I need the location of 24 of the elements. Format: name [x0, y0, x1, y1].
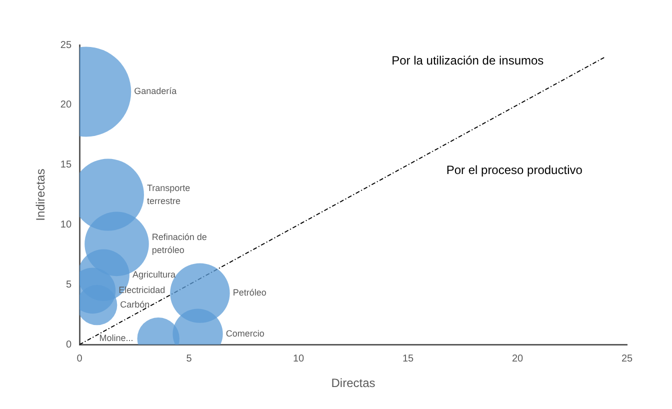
- series-label: Transporte terrestre: [146, 182, 190, 206]
- series-label: Agricultura: [132, 270, 176, 280]
- x-axis-title: Directas: [331, 376, 376, 390]
- y-tick-label: 0: [66, 339, 72, 350]
- series-label: Ganadería: [134, 86, 177, 96]
- series-label: Refinación de petróleo: [152, 232, 207, 255]
- y-tick-label: 5: [66, 279, 72, 290]
- x-tick-label: 0: [76, 353, 83, 364]
- annotation: Por el proceso productivo: [446, 163, 583, 178]
- y-tick-label: 20: [60, 100, 72, 111]
- x-tick-label: 20: [512, 353, 524, 364]
- x-tick-label: 25: [621, 353, 633, 364]
- series-label: Petróleo: [232, 288, 266, 298]
- x-tick-label: 15: [402, 353, 414, 364]
- y-tick-label: 10: [60, 220, 72, 231]
- y-tick-label: 25: [60, 40, 72, 51]
- series-label: Comercio: [226, 328, 264, 338]
- series-label: Moline...: [99, 333, 134, 344]
- series-label: Carbón: [120, 300, 150, 310]
- y-axis-title: Indirectas: [34, 168, 48, 221]
- x-tick-label: 10: [292, 353, 305, 364]
- annotation: Por la utilización de insumos: [392, 53, 544, 68]
- x-tick-label: 5: [186, 353, 192, 364]
- y-tick-label: 15: [60, 160, 72, 171]
